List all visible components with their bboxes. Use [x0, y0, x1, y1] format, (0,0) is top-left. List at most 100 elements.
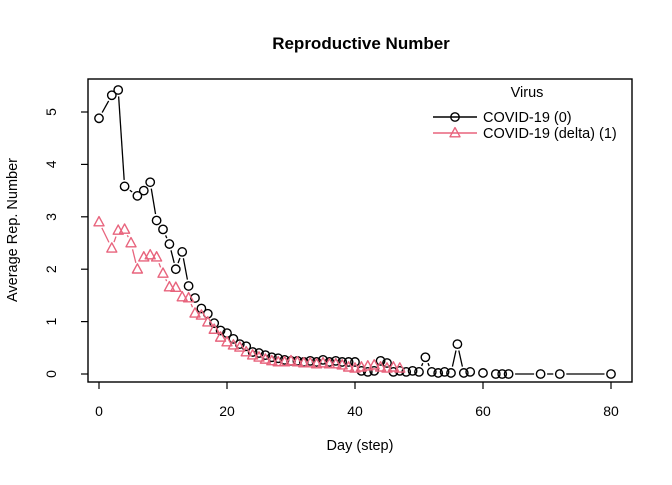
data-point-triangle [330, 357, 342, 369]
data-point-circle [452, 339, 463, 350]
data-point-circle [132, 190, 143, 201]
data-point-circle [478, 368, 488, 378]
y-tick-label: 5 [43, 108, 59, 116]
x-tick-label: 20 [219, 403, 235, 419]
data-point-circle [228, 333, 239, 344]
data-series [93, 85, 616, 379]
series-segment [129, 189, 133, 193]
data-point-circle [113, 85, 124, 95]
data-point-triangle [336, 358, 348, 370]
chart-title: Reproductive Number [272, 34, 450, 53]
data-point-triangle [362, 360, 374, 371]
data-point-triangle [266, 354, 278, 366]
data-point-circle [375, 355, 386, 366]
series-segment [190, 303, 194, 308]
data-point-circle [170, 264, 181, 275]
data-point-triangle [170, 281, 182, 293]
data-point-triangle [285, 354, 297, 366]
data-point-triangle [374, 361, 387, 372]
data-point-circle [497, 369, 508, 379]
data-point-circle [362, 367, 373, 377]
data-point-triangle [355, 361, 368, 372]
data-point-circle [554, 369, 565, 379]
data-point-triangle [323, 357, 336, 369]
data-point-triangle [118, 223, 131, 234]
data-point-triangle [131, 263, 144, 274]
x-tick-label: 40 [347, 403, 363, 419]
data-point-circle [450, 112, 460, 122]
data-point-circle [606, 369, 616, 379]
data-point-triangle [304, 356, 316, 368]
series-segment [165, 235, 168, 239]
series-segment [117, 96, 125, 180]
x-axis-ticks: 0 20 40 60 80 [95, 382, 619, 419]
legend-label: COVID-19 (0) [483, 110, 572, 126]
data-point-triangle [240, 345, 252, 357]
legend-label: COVID-19 (delta) (1) [483, 126, 617, 142]
series-0 [94, 85, 616, 379]
legend: Virus COVID-19 (0)COVID-19 (delta) (1) [433, 85, 617, 142]
data-point-triangle [227, 339, 240, 350]
series-segment [421, 362, 424, 367]
data-point-triangle [106, 242, 118, 253]
series-segment [427, 362, 430, 367]
data-point-triangle [182, 291, 195, 303]
x-tick-label: 80 [603, 403, 619, 419]
plot-box [87, 78, 633, 383]
series-segment [126, 234, 129, 238]
series-segment [101, 100, 110, 113]
data-point-circle [350, 357, 360, 367]
data-point-triangle [125, 236, 137, 248]
legend-entry: COVID-19 (0) [433, 110, 572, 126]
data-point-triangle [202, 316, 214, 327]
data-point-triangle [291, 355, 304, 367]
data-point-triangle [387, 361, 400, 372]
data-point-circle [535, 369, 546, 379]
data-point-triangle [176, 290, 188, 302]
data-point-circle [119, 181, 130, 192]
x-tick-label: 0 [95, 403, 103, 419]
data-point-triangle [163, 280, 176, 292]
data-point-circle [145, 177, 156, 188]
y-axis-title: Average Rep. Number [5, 158, 21, 302]
data-point-circle [330, 355, 341, 366]
data-point-circle [433, 368, 444, 378]
legend-entries: COVID-19 (0)COVID-19 (delta) (1) [433, 110, 617, 142]
data-point-circle [209, 318, 220, 329]
data-point-circle [407, 365, 418, 376]
data-point-triangle [278, 355, 291, 367]
series-segment [165, 278, 168, 282]
x-tick-label: 60 [475, 403, 491, 419]
data-point-circle [439, 367, 450, 377]
x-axis-title: Day (step) [327, 438, 394, 454]
data-point-circle [343, 357, 354, 367]
data-point-triangle [449, 126, 461, 138]
series-1 [93, 215, 406, 373]
data-point-triangle [214, 331, 227, 342]
data-point-triangle [189, 307, 201, 318]
legend-entry: COVID-19 (delta) (1) [433, 126, 617, 142]
data-point-circle [183, 281, 194, 291]
y-tick-label: 4 [43, 160, 59, 168]
data-point-circle [158, 224, 168, 235]
data-point-triangle [112, 224, 124, 235]
data-point-triangle [272, 355, 284, 367]
data-point-circle [106, 90, 117, 101]
y-axis-ticks: 0 1 2 3 4 5 [43, 108, 88, 378]
data-point-triangle [208, 323, 220, 334]
data-point-triangle [259, 353, 272, 364]
series-segment [177, 257, 181, 264]
data-point-circle [458, 368, 469, 378]
data-point-circle [414, 367, 424, 377]
data-point-triangle [157, 267, 169, 278]
data-point-triangle [221, 335, 233, 347]
data-point-circle [138, 185, 149, 196]
series-segment [101, 227, 110, 243]
data-point-circle [177, 247, 188, 257]
data-point-circle [196, 303, 207, 314]
data-point-circle [503, 369, 514, 379]
data-point-circle [94, 113, 104, 124]
data-point-triangle [195, 309, 208, 320]
